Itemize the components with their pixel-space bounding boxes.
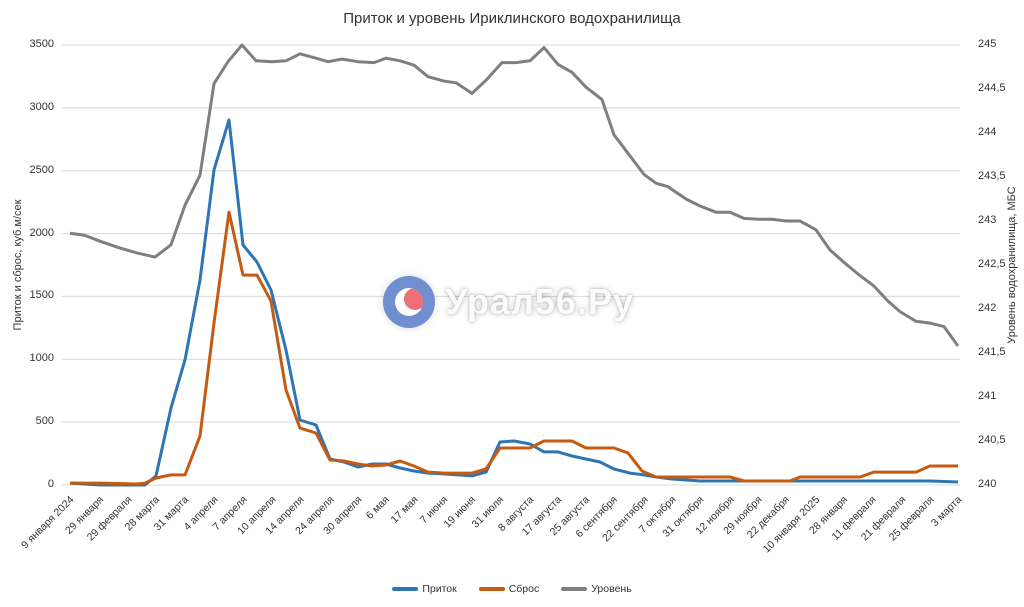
y-tick-left: 3500 [29,38,54,50]
watermark-text: Урал56.Ру [445,281,634,322]
y-tick-left: 2500 [29,163,54,176]
y-tick-right: 243,5 [978,170,1006,182]
legend-label-outflow: Сброс [508,583,540,595]
legend-swatch-outflow [478,587,505,591]
watermark: Урал56.Ру [383,276,634,328]
series-line-Сброс [70,210,958,486]
y-tick-right: 244,5 [978,82,1006,94]
series-lines [69,43,960,487]
y-tick-right: 245 [978,38,997,50]
legend-label-level: Уровень [591,583,632,595]
chart-title: Приток и уровень Ириклинского водохранил… [343,10,681,27]
y-tick-right: 242,5 [978,258,1006,270]
series-line-Приток [69,118,959,487]
legend-label-inflow: Приток [422,583,457,595]
y-tick-left: 1000 [29,352,54,365]
y-tick-left: 3000 [29,100,54,113]
legend-swatch-level [561,587,588,591]
y-tick-right: 241 [978,390,997,402]
y-tick-right: 243 [978,214,997,226]
gridlines [62,44,960,486]
y-tick-right: 240 [978,478,997,490]
watermark-logo-icon [383,276,435,328]
y-tick-right: 244 [978,126,997,138]
y-tick-right: 242 [978,302,997,314]
y-tick-right: 241,5 [978,346,1006,358]
legend: Приток Сброс Уровень [0,583,1024,595]
legend-swatch-inflow [392,587,419,591]
y-tick-left: 1500 [29,289,54,302]
legend-item-outflow: Сброс [478,583,540,595]
y-tick-right: 240,5 [978,434,1006,446]
y-tick-left: 0 [47,478,54,490]
y-tick-left: 2000 [29,226,54,239]
legend-item-level: Уровень [561,583,632,595]
y-tick-left: 500 [35,415,54,428]
series-line-Уровень [69,43,960,347]
legend-item-inflow: Приток [392,583,457,595]
